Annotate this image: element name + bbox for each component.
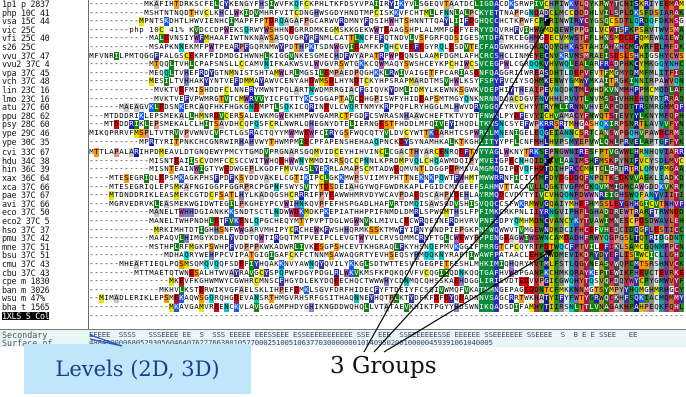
- sequence-label-column: 1p1 p 2837 php 10C 41 vsa 15C 44 vic 25C vf…: [0, 0, 89, 330]
- sequence-name[interactable]: mne 37C 51: [2, 243, 50, 252]
- sequence-name[interactable]: pmu 37C 42: [2, 234, 50, 243]
- sequence-name[interactable]: hso 37C 37: [2, 225, 50, 235]
- alignment-row[interactable]: ----------------------------------------…: [89, 312, 686, 321]
- sequence-name[interactable]: avi 37C 66: [2, 200, 50, 209]
- sequence-name[interactable]: cpe m 1830: [2, 277, 50, 286]
- sequence-name[interactable]: vvu 37C 47: [2, 51, 50, 61]
- sequence-name[interactable]: xca 37C 66: [2, 182, 50, 192]
- sequence-name[interactable]: ype 29C 46: [2, 129, 50, 138]
- sequence-name[interactable]: php 10C 41: [2, 8, 50, 18]
- sequence-name[interactable]: bsu 37C 51: [2, 251, 50, 260]
- sequence-name[interactable]: lmo 23C 16: [2, 94, 50, 104]
- sequence-name[interactable]: s26 25C: [2, 43, 49, 52]
- surface-values: 4884500006805293056046407622766380105770…: [89, 338, 493, 347]
- levels-callout: Levels (2D, 3D): [24, 344, 251, 394]
- alignment-viewer: 1p1 p 2837 php 10C 41 vsa 15C 44 vic 25C vf…: [0, 0, 686, 346]
- sequence-name[interactable]: atu 27C 60: [2, 103, 50, 112]
- sequence-name[interactable]: xax 36C 64: [2, 174, 50, 183]
- sequence-name[interactable]: vfi 25C 40: [2, 34, 50, 43]
- sequence-name[interactable]: vic 25C: [2, 26, 49, 35]
- sequence-name[interactable]: lin 23C 16: [2, 86, 50, 95]
- levels-callout-text: Levels (2D, 3D): [24, 344, 251, 394]
- sequence-name[interactable]: vsa 15C 44: [2, 17, 50, 26]
- sequence-name[interactable]: cvi 33C 67: [2, 148, 50, 157]
- sequence-name[interactable]: vpa 37C 45: [2, 69, 50, 78]
- sequence-name[interactable]: vvu2 37C 4: [2, 60, 50, 69]
- sequence-name[interactable]: ppu 28C 62: [2, 112, 50, 121]
- sequence-name[interactable]: pae 37C 67: [2, 191, 50, 200]
- sequence-name[interactable]: hin 36C 39: [2, 165, 50, 174]
- sequence-name[interactable]: 1p1 p 2837: [2, 0, 50, 9]
- sequence-name[interactable]: ban m 3026: [2, 286, 50, 295]
- sequence-name[interactable]: cmu 37C 43: [2, 260, 50, 269]
- sequence-name[interactable]: eco 37C 50: [2, 208, 50, 217]
- sequence-name[interactable]: ype 30C 35: [2, 137, 50, 147]
- sequence-name[interactable]: cbu 37C 43: [2, 268, 50, 278]
- secondary-structure-label: Secondary: [2, 331, 47, 340]
- sequence-name[interactable]: 1XLS S Col: [2, 311, 50, 321]
- sequence-name[interactable]: psy 28C 60: [2, 120, 50, 129]
- groups-callout-text: 3 Groups: [330, 353, 437, 379]
- sequence-name[interactable]: bha t 1565: [2, 303, 50, 312]
- sequence-name[interactable]: eco2 37C 5: [2, 217, 50, 226]
- surface-label: Surface of: [2, 339, 52, 348]
- sequence-name[interactable]: vch 37C 48: [2, 77, 50, 86]
- sequence-name[interactable]: wsu m 47%: [2, 294, 45, 303]
- sequence-name[interactable]: hdu 34C 38: [2, 157, 50, 166]
